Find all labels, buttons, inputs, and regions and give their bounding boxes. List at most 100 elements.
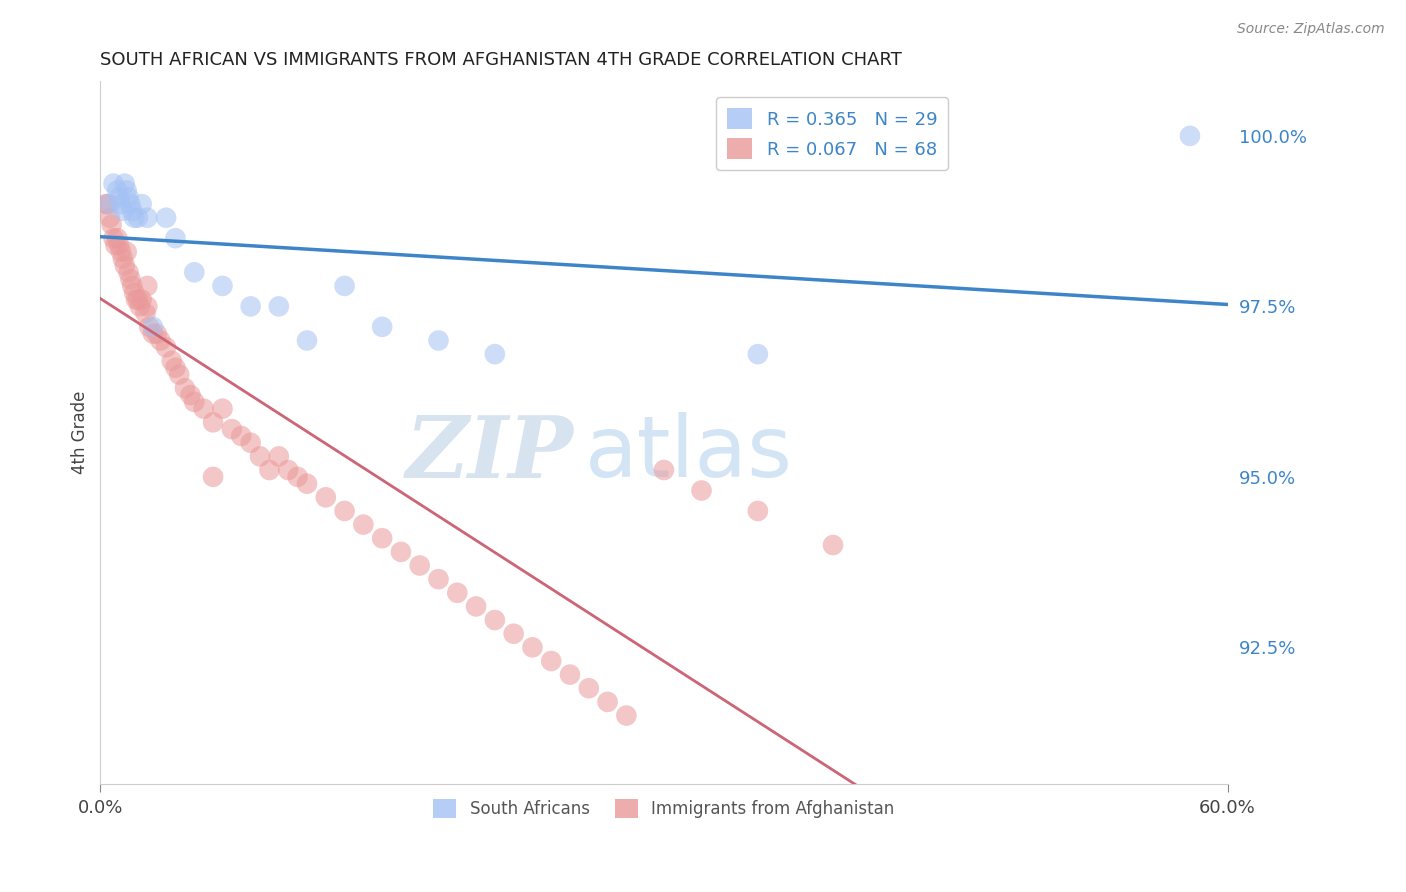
Point — [134, 306, 156, 320]
Point — [277, 463, 299, 477]
Point — [249, 450, 271, 464]
Point — [231, 429, 253, 443]
Point — [522, 640, 544, 655]
Point — [239, 299, 262, 313]
Point — [145, 326, 167, 341]
Point — [98, 211, 121, 225]
Point — [142, 319, 165, 334]
Point — [267, 299, 290, 313]
Point — [155, 340, 177, 354]
Point — [427, 334, 450, 348]
Point — [267, 450, 290, 464]
Point — [122, 211, 145, 225]
Point — [202, 415, 225, 429]
Point — [165, 360, 187, 375]
Point — [104, 238, 127, 252]
Text: SOUTH AFRICAN VS IMMIGRANTS FROM AFGHANISTAN 4TH GRADE CORRELATION CHART: SOUTH AFRICAN VS IMMIGRANTS FROM AFGHANI… — [100, 51, 903, 69]
Point — [211, 401, 233, 416]
Point — [111, 252, 134, 266]
Point — [111, 203, 134, 218]
Point — [174, 381, 197, 395]
Point — [103, 231, 125, 245]
Point — [165, 231, 187, 245]
Point — [1178, 128, 1201, 143]
Point — [484, 613, 506, 627]
Point — [484, 347, 506, 361]
Point — [465, 599, 488, 614]
Point — [747, 504, 769, 518]
Point — [110, 197, 132, 211]
Point — [105, 184, 128, 198]
Point — [315, 491, 337, 505]
Point — [167, 368, 190, 382]
Point — [180, 388, 202, 402]
Point — [183, 265, 205, 279]
Point — [596, 695, 619, 709]
Point — [120, 272, 142, 286]
Point — [352, 517, 374, 532]
Point — [94, 197, 117, 211]
Point — [333, 504, 356, 518]
Point — [502, 626, 524, 640]
Point — [183, 395, 205, 409]
Point — [333, 279, 356, 293]
Point — [117, 265, 139, 279]
Point — [131, 293, 153, 307]
Point — [747, 347, 769, 361]
Point — [389, 545, 412, 559]
Point — [120, 197, 142, 211]
Point — [614, 708, 637, 723]
Point — [202, 470, 225, 484]
Y-axis label: 4th Grade: 4th Grade — [72, 391, 89, 475]
Text: atlas: atlas — [585, 412, 793, 495]
Point — [160, 354, 183, 368]
Point — [117, 190, 139, 204]
Point — [136, 299, 159, 313]
Point — [122, 285, 145, 300]
Point — [136, 279, 159, 293]
Point — [821, 538, 844, 552]
Point — [259, 463, 281, 477]
Text: ZIP: ZIP — [406, 412, 574, 495]
Point — [287, 470, 309, 484]
Point — [295, 334, 318, 348]
Point — [149, 334, 172, 348]
Point — [100, 218, 122, 232]
Point — [105, 231, 128, 245]
Point — [558, 667, 581, 681]
Point — [690, 483, 713, 498]
Point — [125, 293, 148, 307]
Point — [127, 293, 149, 307]
Point — [138, 319, 160, 334]
Point — [131, 197, 153, 211]
Point — [97, 197, 120, 211]
Point — [409, 558, 432, 573]
Point — [114, 259, 136, 273]
Point — [155, 211, 177, 225]
Point — [103, 177, 125, 191]
Point — [128, 299, 150, 313]
Point — [239, 435, 262, 450]
Point — [371, 319, 394, 334]
Point — [446, 586, 468, 600]
Point — [142, 326, 165, 341]
Point — [121, 279, 143, 293]
Point — [221, 422, 243, 436]
Point — [108, 238, 131, 252]
Legend: South Africans, Immigrants from Afghanistan: South Africans, Immigrants from Afghanis… — [426, 792, 901, 824]
Point — [110, 244, 132, 259]
Point — [136, 211, 159, 225]
Point — [114, 177, 136, 191]
Point — [115, 184, 138, 198]
Point — [540, 654, 562, 668]
Point — [578, 681, 600, 696]
Point — [121, 203, 143, 218]
Point — [115, 244, 138, 259]
Point — [108, 190, 131, 204]
Text: Source: ZipAtlas.com: Source: ZipAtlas.com — [1237, 22, 1385, 37]
Point — [652, 463, 675, 477]
Point — [211, 279, 233, 293]
Point — [98, 197, 121, 211]
Point — [295, 476, 318, 491]
Point — [193, 401, 215, 416]
